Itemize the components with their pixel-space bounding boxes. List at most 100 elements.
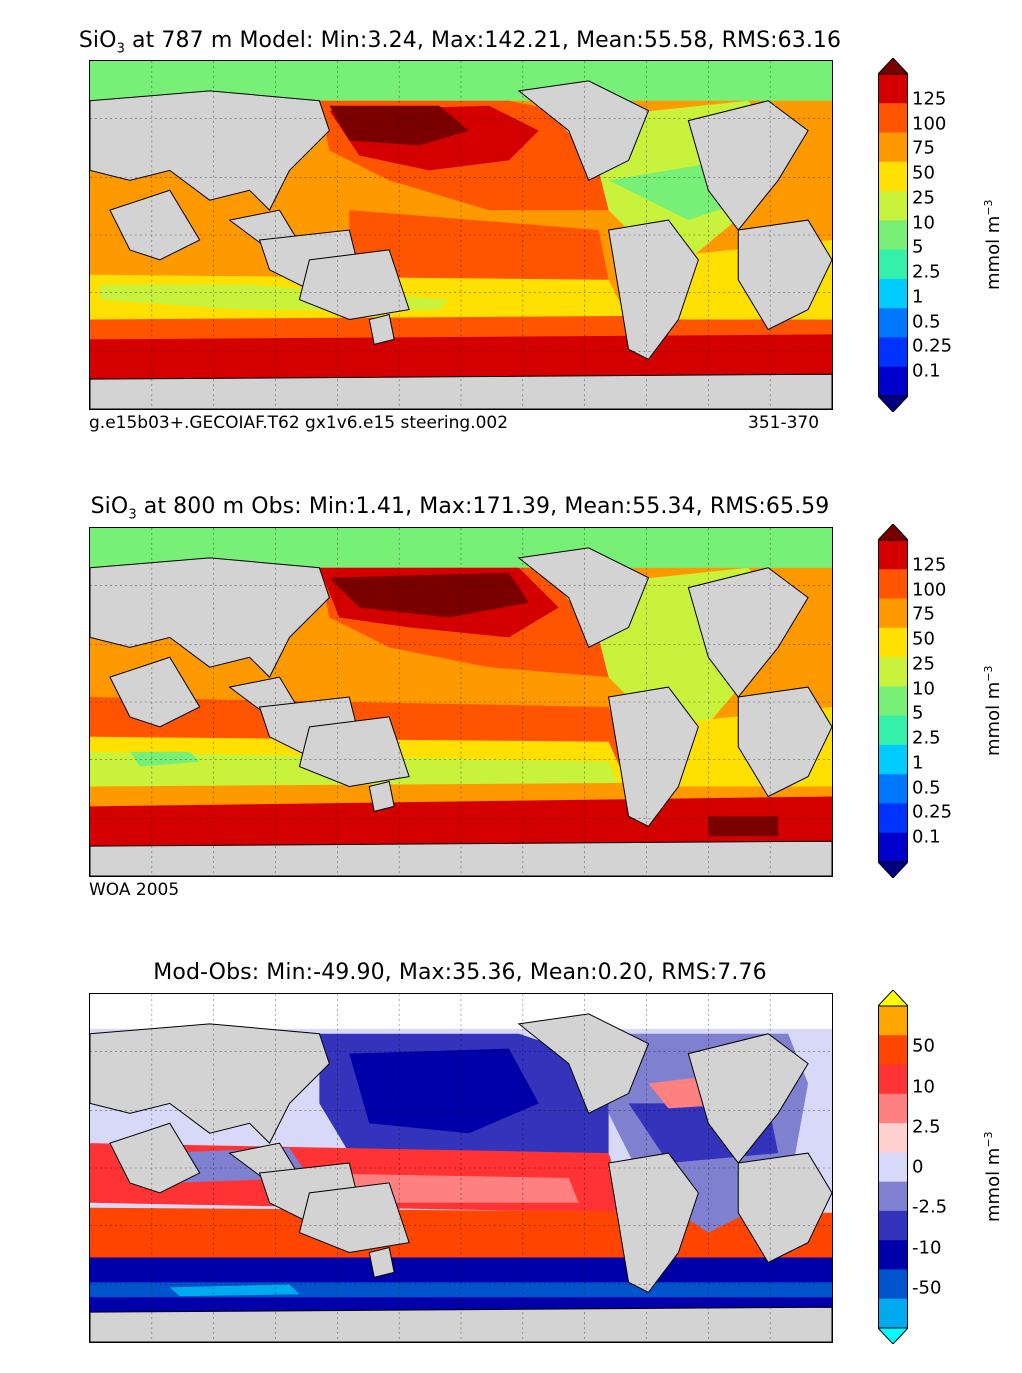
colorbar-tick-label: 0 <box>912 1156 924 1178</box>
colorbar-extend-bottom <box>878 861 908 878</box>
title-species: SiO <box>78 28 117 53</box>
colorbar-swatch <box>878 1181 908 1212</box>
colorbar-model <box>878 58 908 412</box>
colorbar-tick-label: 25 <box>912 653 935 675</box>
colorbar-graphic <box>878 58 908 412</box>
colorbar-extend-top <box>878 990 908 1007</box>
colorbar-tick-label: 5 <box>912 702 924 724</box>
caption-run-id: g.e15b03+.GECOIAF.T62 gx1v6.e15 steering… <box>89 413 509 433</box>
unit-exponent: −3 <box>982 1131 995 1148</box>
colorbar-swatch <box>878 1064 908 1095</box>
colorbar-tick-label: 50 <box>912 1035 935 1057</box>
colorbar-tick-label: 1 <box>912 752 924 774</box>
colorbar-swatch <box>878 686 908 717</box>
title-stats: at 787 m Model: Min:3.24, Max:142.21, Me… <box>124 28 842 53</box>
colorbar-swatch <box>878 774 908 804</box>
colorbar-swatch <box>878 249 908 280</box>
colorbar-swatch <box>878 1152 908 1183</box>
colorbar-obs <box>878 524 908 878</box>
colorbar-tick-label: 100 <box>912 113 947 135</box>
colorbar-tick-label: 10 <box>912 678 935 700</box>
title-species: SiO <box>90 494 129 519</box>
colorbar-tick-label: 10 <box>912 212 935 234</box>
colorbar-swatch <box>878 161 908 192</box>
colorbar-tick-label: 1 <box>912 286 924 308</box>
colorbar-tick-label: -10 <box>912 1237 942 1258</box>
colorbar-frame <box>878 539 908 863</box>
colorbar-tick-label: 0.5 <box>912 311 941 333</box>
colorbar-swatch <box>878 832 908 863</box>
unit-base: mmol m <box>983 1147 1004 1222</box>
colorbar-swatch <box>878 598 908 629</box>
colorbar-tick-label: 125 <box>912 88 947 110</box>
colorbar-tick-label: 50 <box>912 628 935 650</box>
colorbar-swatch <box>878 1035 908 1066</box>
unit-exponent: −3 <box>982 665 995 682</box>
colorbar-extend-top <box>878 58 908 75</box>
panel-title: SiO3 at 787 m Model: Min:3.24, Max:142.2… <box>0 28 920 56</box>
colorbar-swatch <box>878 657 908 687</box>
colorbar-graphic <box>878 990 908 1344</box>
colorbar-swatch <box>878 1210 908 1241</box>
colorbar-tick-label: 50 <box>912 162 935 184</box>
unit-base: mmol m <box>983 215 1004 290</box>
colorbar-swatch <box>878 540 908 570</box>
title-subscript: 3 <box>116 41 125 57</box>
caption-years: 351-370 <box>748 413 820 433</box>
unit-base: mmol m <box>983 681 1004 756</box>
unit-exponent: −3 <box>982 199 995 216</box>
colorbar-swatch <box>878 1269 908 1300</box>
colorbar-tick-label: 2.5 <box>912 727 941 749</box>
colorbar-swatch <box>878 220 908 251</box>
colorbar-tick-label: -50 <box>912 1277 942 1299</box>
colorbar-tick-label: 0.5 <box>912 777 941 799</box>
colorbar-swatch <box>878 337 908 368</box>
colorbar-tick-label: 5 <box>912 236 924 258</box>
colorbar-extend-top <box>878 524 908 541</box>
colorbar-swatch <box>878 103 908 134</box>
colorbar-tick-label: 2.5 <box>912 261 941 283</box>
colorbar-tick-label: 0.25 <box>912 801 953 823</box>
colorbar-tick-label: 0.1 <box>912 360 941 382</box>
colorbar-swatch <box>878 308 908 338</box>
colorbar-extend-bottom <box>878 395 908 412</box>
colorbar-swatch <box>878 132 908 163</box>
colorbar-tick-label: 25 <box>912 187 935 209</box>
colorbar-extend-bottom <box>878 1327 908 1344</box>
colorbar-unit: mmol m−3 <box>982 1131 1004 1222</box>
colorbar-swatch <box>878 627 908 658</box>
map-difference <box>89 993 833 1343</box>
caption-source: WOA 2005 <box>89 880 180 900</box>
colorbar-swatch <box>878 1298 908 1329</box>
colorbar-tick-label: 100 <box>912 579 947 601</box>
colorbar-swatch <box>878 191 908 221</box>
colorbar-tick-label: 0.1 <box>912 826 941 848</box>
colorbar-swatch <box>878 366 908 397</box>
colorbar-unit: mmol m−3 <box>982 665 1004 756</box>
colorbar-tick-label: 10 <box>912 1076 935 1097</box>
colorbar-graphic <box>878 524 908 878</box>
colorbar-swatch <box>878 74 908 104</box>
title-stats: at 800 m Obs: Min:1.41, Max:171.39, Mean… <box>136 494 830 519</box>
colorbar-swatch <box>878 1240 908 1270</box>
colorbar-swatch <box>878 278 908 309</box>
colorbar-swatch <box>878 1006 908 1036</box>
colorbar-tick-label: 75 <box>912 603 935 625</box>
title-stats: Mod-Obs: Min:-49.90, Max:35.36, Mean:0.2… <box>153 960 767 985</box>
colorbar-tick-label: 0.25 <box>912 335 953 357</box>
colorbar-frame <box>878 73 908 397</box>
colorbar-tick-label: 2.5 <box>912 1116 941 1138</box>
colorbar-swatch <box>878 744 908 775</box>
colorbar-unit: mmol m−3 <box>982 199 1004 290</box>
panel-title: SiO3 at 800 m Obs: Min:1.41, Max:171.39,… <box>0 494 920 522</box>
colorbar-swatch <box>878 569 908 600</box>
colorbar-swatch <box>878 1093 908 1124</box>
colorbar-swatch <box>878 803 908 834</box>
colorbar-difference <box>878 990 908 1344</box>
panel-title: Mod-Obs: Min:-49.90, Max:35.36, Mean:0.2… <box>0 960 920 985</box>
colorbar-swatch <box>878 1123 908 1153</box>
colorbar-tick-label: 75 <box>912 137 935 159</box>
title-subscript: 3 <box>128 507 137 523</box>
map-model <box>89 60 833 410</box>
map-obs <box>89 527 833 877</box>
